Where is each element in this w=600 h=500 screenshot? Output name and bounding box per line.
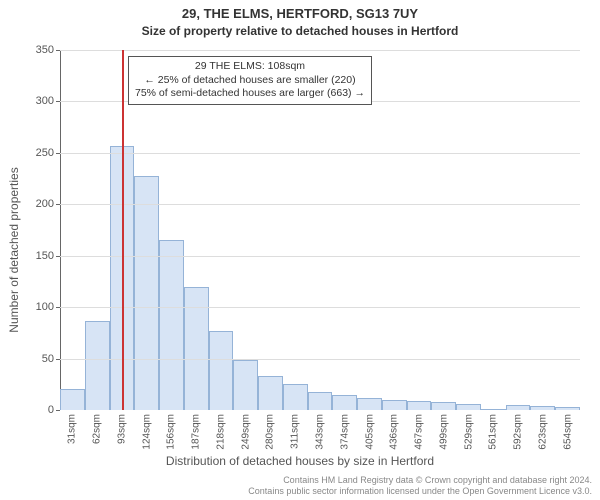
grid-line [60,50,580,51]
ytick-mark [56,204,60,205]
xtick-label: 499sqm [438,414,449,450]
histogram-bar [506,405,531,410]
histogram-bar [134,176,159,411]
histogram-bar [308,392,333,411]
histogram-bar [407,401,432,410]
ytick-mark [56,50,60,51]
histogram-bar [60,389,85,410]
histogram-bar [159,240,184,410]
grid-line [60,359,580,360]
histogram-bar [456,404,481,410]
property-marker-line [122,50,124,410]
histogram-bar [258,376,283,410]
histogram-bar [85,321,110,410]
chart-title-line1: 29, THE ELMS, HERTFORD, SG13 7UY [0,6,600,21]
xtick-label: 187sqm [191,414,202,450]
xtick-label: 592sqm [513,414,524,450]
ytick-mark [56,359,60,360]
y-axis-label: Number of detached properties [7,167,21,332]
ytick-mark [56,153,60,154]
histogram-bar [530,406,555,410]
ytick-label: 0 [48,404,54,416]
xtick-label: 218sqm [215,414,226,450]
xtick-label: 311sqm [290,414,301,449]
histogram-bar [283,384,308,410]
histogram-bar [184,287,209,410]
grid-line [60,153,580,154]
xtick-label: 124sqm [141,414,152,450]
histogram-bar [209,331,234,410]
xtick-label: 374sqm [339,414,350,450]
histogram-bar [332,395,357,410]
footer-line2: Contains public sector information licen… [248,486,592,498]
annotation-line3: 75% of semi-detached houses are larger (… [135,87,365,101]
xtick-label: 249sqm [240,414,251,450]
xtick-label: 343sqm [315,414,326,450]
ytick-label: 50 [42,353,54,365]
ytick-label: 150 [36,250,54,262]
histogram-bar [555,407,580,410]
x-axis-label: Distribution of detached houses by size … [0,454,600,468]
y-axis [60,50,61,410]
histogram-bar [233,360,258,410]
xtick-label: 561sqm [488,414,499,450]
xtick-label: 405sqm [364,414,375,450]
grid-line [60,204,580,205]
ytick-mark [56,101,60,102]
ytick-label: 350 [36,44,54,56]
xtick-label: 654sqm [562,414,573,450]
plot-area: 050100150200250300350 31sqm62sqm93sqm124… [60,50,580,410]
xtick-label: 31sqm [67,414,78,444]
ytick-mark [56,410,60,411]
xtick-label: 623sqm [537,414,548,450]
xtick-label: 529sqm [463,414,474,450]
histogram-bar [481,409,506,410]
histogram-bar [431,402,456,410]
chart-container: 29, THE ELMS, HERTFORD, SG13 7UY Size of… [0,0,600,500]
annotation-line2: ← 25% of detached houses are smaller (22… [135,74,365,88]
xtick-label: 93sqm [116,414,127,444]
annotation-box: 29 THE ELMS: 108sqm ← 25% of detached ho… [128,56,372,105]
ytick-label: 200 [36,198,54,210]
histogram-bar [382,400,407,410]
ytick-mark [56,307,60,308]
footer-attribution: Contains HM Land Registry data © Crown c… [248,475,592,498]
grid-line [60,307,580,308]
xtick-label: 436sqm [389,414,400,450]
xtick-label: 280sqm [265,414,276,450]
annotation-line1: 29 THE ELMS: 108sqm [135,60,365,74]
ytick-mark [56,256,60,257]
xtick-label: 62sqm [92,414,103,444]
ytick-label: 100 [36,301,54,313]
xtick-label: 467sqm [414,414,425,450]
histogram-bar [357,398,382,410]
footer-line1: Contains HM Land Registry data © Crown c… [248,475,592,487]
chart-title-line2: Size of property relative to detached ho… [0,24,600,38]
xtick-label: 156sqm [166,414,177,450]
ytick-label: 250 [36,147,54,159]
ytick-label: 300 [36,95,54,107]
grid-line [60,256,580,257]
